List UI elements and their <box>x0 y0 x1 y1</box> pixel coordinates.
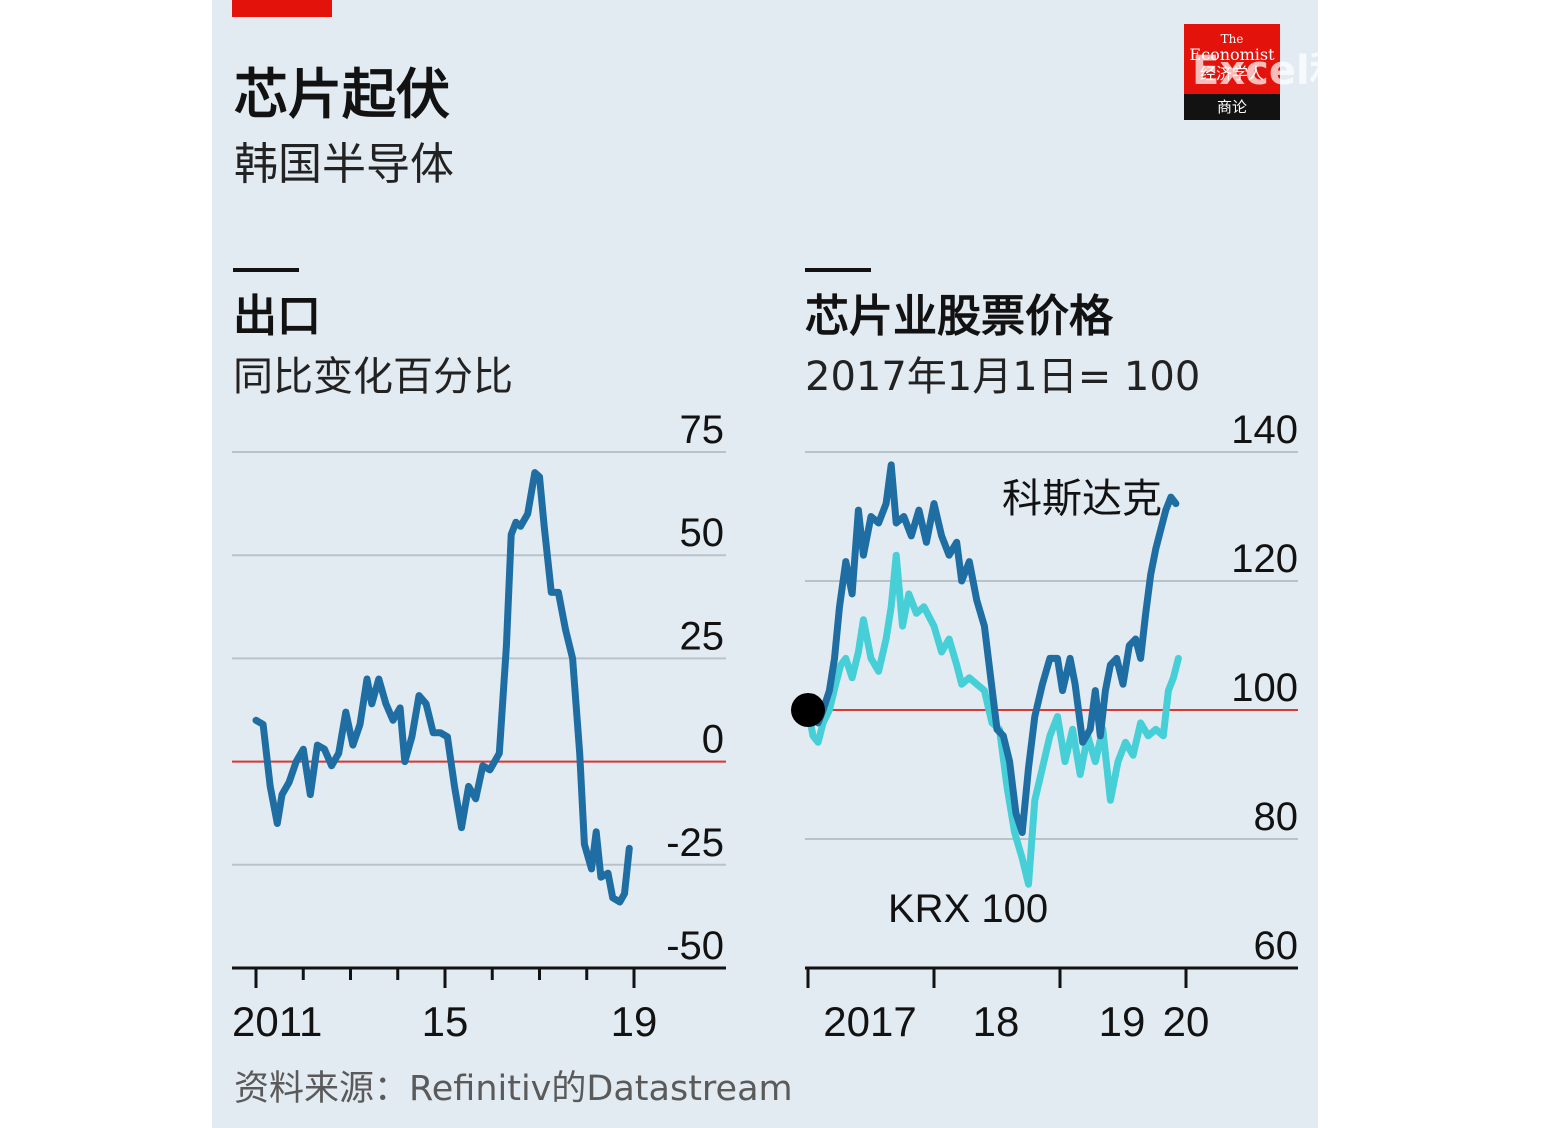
left-x-tick-label-1: 15 <box>422 998 469 1045</box>
left-title-rule <box>233 268 299 272</box>
right-start-marker <box>791 693 825 727</box>
logo-economist-text: Economist <box>1189 45 1275 64</box>
left-y-tick-label-4: -25 <box>666 821 724 865</box>
logo-chinese-text: 经济学人 <box>1199 64 1264 83</box>
chart-main-title: 芯片起伏 <box>234 63 450 126</box>
left-y-tick-label-1: 50 <box>680 511 725 555</box>
left-x-tick-label-2: 19 <box>611 998 658 1045</box>
left-y-tick-label-0: 75 <box>680 408 725 452</box>
logo-the-text: The <box>1220 32 1244 46</box>
logo-bar-text: 商论 <box>1184 94 1280 120</box>
chart-main-subtitle: 韩国半导体 <box>234 139 454 190</box>
right-series-label-0: 科斯达克 <box>1002 477 1162 521</box>
right-x-tick-label-0: 2017 <box>823 998 916 1045</box>
right-title-rule <box>805 268 871 272</box>
left-chart-subtitle: 同比变化百分比 <box>233 354 513 400</box>
left-chart-title: 出口 <box>233 291 321 342</box>
left-y-tick-label-5: -50 <box>666 924 724 968</box>
left-x-tick-label-0: 2011 <box>232 998 322 1045</box>
right-series-line-0 <box>804 461 1180 836</box>
left-y-tick-label-3: 0 <box>702 718 724 762</box>
left-y-tick-label-2: 25 <box>680 614 725 658</box>
chart-panel <box>212 0 1318 1128</box>
right-y-tick-label-1: 120 <box>1231 537 1298 581</box>
right-x-tick-label-3: 20 <box>1163 998 1210 1045</box>
right-series-label-1: KRX 100 <box>888 887 1048 931</box>
right-y-tick-label-3: 80 <box>1254 795 1299 839</box>
brand-red-tab <box>232 0 332 17</box>
watermark-text: Excel和PowerBI爱 <box>1192 48 1552 94</box>
right-chart-title: 芯片业股票价格 <box>805 291 1113 342</box>
right-x-tick-label-2: 19 <box>1099 998 1146 1045</box>
left-series-line-0 <box>252 469 633 906</box>
right-x-tick-label-1: 18 <box>973 998 1020 1045</box>
right-y-tick-label-2: 100 <box>1231 666 1298 710</box>
economist-logo: The Economist 经济学人 商论 <box>1184 24 1280 120</box>
right-y-tick-label-0: 140 <box>1231 408 1298 452</box>
source-note: 资料来源：Refinitiv的Datastream <box>234 1069 793 1109</box>
right-series-line-1 <box>804 551 1182 888</box>
right-y-tick-label-4: 60 <box>1254 924 1299 968</box>
right-chart-subtitle: 2017年1月1日= 100 <box>805 354 1201 400</box>
